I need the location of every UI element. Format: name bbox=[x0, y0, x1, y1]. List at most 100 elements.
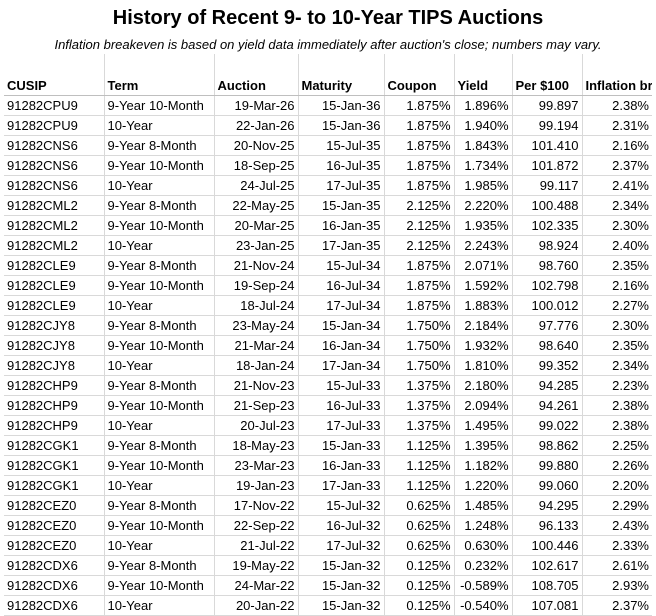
auction-date-cell: 19-Mar-26 bbox=[213, 95, 298, 116]
yield-cell: 1.935% bbox=[453, 215, 512, 236]
table-row: 91282CGK1 9-Year 8-Month 18-May-23 15-Jan-3… bbox=[4, 435, 652, 456]
inflation-breakeven-cell: 2.16% bbox=[581, 135, 652, 156]
price-cell: 94.295 bbox=[511, 495, 582, 516]
inflation-breakeven-cell: 2.61% bbox=[581, 555, 652, 576]
auction-date-cell: 23-May-24 bbox=[213, 315, 298, 336]
auction-date-cell: 24-Jul-25 bbox=[213, 175, 298, 196]
price-cell: 94.285 bbox=[511, 375, 582, 396]
auction-date-cell: 17-Nov-22 bbox=[213, 495, 298, 516]
term-cell: 9-Year 8-Month bbox=[103, 435, 214, 456]
yield-cell: 1.940% bbox=[453, 115, 512, 136]
coupon-cell: 0.125% bbox=[383, 575, 454, 596]
cusip-cell: 91282CHP9 bbox=[4, 375, 104, 396]
term-cell: 9-Year 8-Month bbox=[103, 135, 214, 156]
term-cell: 9-Year 8-Month bbox=[103, 255, 214, 276]
table-row: 91282CDX6 9-Year 10-Month 24-Mar-22 15-Jan-… bbox=[4, 575, 652, 596]
cusip-cell: 91282CHP9 bbox=[4, 395, 104, 416]
column-header-auction: Auction bbox=[213, 54, 298, 96]
inflation-breakeven-cell: 2.35% bbox=[581, 255, 652, 276]
table-row: 91282CHP9 9-Year 10-Month 21-Sep-23 16-Jul-… bbox=[4, 395, 652, 416]
maturity-date-cell: 17-Jan-33 bbox=[297, 475, 384, 496]
coupon-cell: 1.125% bbox=[383, 475, 454, 496]
inflation-breakeven-cell: 2.34% bbox=[581, 355, 652, 376]
coupon-cell: 1.125% bbox=[383, 455, 454, 476]
coupon-cell: 1.875% bbox=[383, 135, 454, 156]
yield-cell: 1.843% bbox=[453, 135, 512, 156]
yield-cell: 1.485% bbox=[453, 495, 512, 516]
price-cell: 99.352 bbox=[511, 355, 582, 376]
term-cell: 9-Year 10-Month bbox=[103, 95, 214, 116]
yield-cell: 1.495% bbox=[453, 415, 512, 436]
cusip-cell: 91282CDX6 bbox=[4, 595, 104, 616]
maturity-date-cell: 17-Jan-35 bbox=[297, 235, 384, 256]
cusip-cell: 91282CGK1 bbox=[4, 435, 104, 456]
coupon-cell: 1.875% bbox=[383, 95, 454, 116]
coupon-cell: 1.875% bbox=[383, 175, 454, 196]
term-cell: 9-Year 10-Month bbox=[103, 215, 214, 236]
price-cell: 99.880 bbox=[511, 455, 582, 476]
auction-date-cell: 19-Jan-23 bbox=[213, 475, 298, 496]
yield-cell: 1.883% bbox=[453, 295, 512, 316]
yield-cell: 0.630% bbox=[453, 535, 512, 556]
inflation-breakeven-cell: 2.30% bbox=[581, 215, 652, 236]
inflation-breakeven-cell: 2.43% bbox=[581, 515, 652, 536]
cusip-cell: 91282CJY8 bbox=[4, 335, 104, 356]
table-row: 91282CEZ0 10-Year 21-Jul-22 17-Jul-32 0.625%… bbox=[4, 535, 652, 556]
maturity-date-cell: 15-Jan-36 bbox=[297, 115, 384, 136]
cusip-cell: 91282CHP9 bbox=[4, 415, 104, 436]
table-row: 91282CML2 10-Year 23-Jan-25 17-Jan-35 2.125%… bbox=[4, 235, 652, 256]
term-cell: 9-Year 10-Month bbox=[103, 575, 214, 596]
maturity-date-cell: 15-Jan-35 bbox=[297, 195, 384, 216]
auction-date-cell: 23-Jan-25 bbox=[213, 235, 298, 256]
inflation-breakeven-cell: 2.27% bbox=[581, 295, 652, 316]
coupon-cell: 0.625% bbox=[383, 515, 454, 536]
inflation-breakeven-cell: 2.30% bbox=[581, 315, 652, 336]
coupon-cell: 1.375% bbox=[383, 415, 454, 436]
term-cell: 10-Year bbox=[103, 175, 214, 196]
price-cell: 100.446 bbox=[511, 535, 582, 556]
table-row: 91282CJY8 10-Year 18-Jan-24 17-Jan-34 1.750%… bbox=[4, 355, 652, 376]
yield-cell: 1.985% bbox=[453, 175, 512, 196]
cusip-cell: 91282CML2 bbox=[4, 215, 104, 236]
auction-date-cell: 22-Sep-22 bbox=[213, 515, 298, 536]
table-row: 91282CEZ0 9-Year 8-Month 17-Nov-22 15-Jul-3… bbox=[4, 495, 652, 516]
term-cell: 10-Year bbox=[103, 115, 214, 136]
inflation-breakeven-cell: 2.37% bbox=[581, 155, 652, 176]
price-cell: 98.760 bbox=[511, 255, 582, 276]
price-cell: 99.022 bbox=[511, 415, 582, 436]
coupon-cell: 0.625% bbox=[383, 495, 454, 516]
inflation-breakeven-cell: 2.33% bbox=[581, 535, 652, 556]
maturity-date-cell: 15-Jan-32 bbox=[297, 595, 384, 616]
term-cell: 9-Year 10-Month bbox=[103, 455, 214, 476]
price-cell: 98.640 bbox=[511, 335, 582, 356]
auction-date-cell: 21-Nov-24 bbox=[213, 255, 298, 276]
maturity-date-cell: 15-Jan-36 bbox=[297, 95, 384, 116]
maturity-date-cell: 16-Jan-34 bbox=[297, 335, 384, 356]
inflation-breakeven-cell: 2.93% bbox=[581, 575, 652, 596]
yield-cell: 1.734% bbox=[453, 155, 512, 176]
price-cell: 101.410 bbox=[511, 135, 582, 156]
inflation-breakeven-cell: 2.37% bbox=[581, 595, 652, 616]
yield-cell: 2.243% bbox=[453, 235, 512, 256]
yield-cell: 2.094% bbox=[453, 395, 512, 416]
yield-cell: -0.540% bbox=[453, 595, 512, 616]
inflation-breakeven-cell: 2.26% bbox=[581, 455, 652, 476]
yield-cell: 1.896% bbox=[453, 95, 512, 116]
coupon-cell: 2.125% bbox=[383, 235, 454, 256]
inflation-breakeven-cell: 2.31% bbox=[581, 115, 652, 136]
auction-date-cell: 23-Mar-23 bbox=[213, 455, 298, 476]
coupon-cell: 1.750% bbox=[383, 315, 454, 336]
term-cell: 9-Year 8-Month bbox=[103, 495, 214, 516]
maturity-date-cell: 15-Jan-33 bbox=[297, 435, 384, 456]
term-cell: 10-Year bbox=[103, 295, 214, 316]
auction-date-cell: 18-Jan-24 bbox=[213, 355, 298, 376]
term-cell: 9-Year 8-Month bbox=[103, 555, 214, 576]
table-row: 91282CJY8 9-Year 10-Month 21-Mar-24 16-Jan-… bbox=[4, 335, 652, 356]
price-cell: 98.924 bbox=[511, 235, 582, 256]
inflation-breakeven-cell: 2.38% bbox=[581, 415, 652, 436]
maturity-date-cell: 17-Jul-33 bbox=[297, 415, 384, 436]
table-row: 91282CNS6 10-Year 24-Jul-25 17-Jul-35 1.875%… bbox=[4, 175, 652, 196]
maturity-date-cell: 16-Jul-33 bbox=[297, 395, 384, 416]
price-cell: 102.798 bbox=[511, 275, 582, 296]
column-header-inflation-breakeven: Inflation breakeven bbox=[581, 54, 652, 96]
